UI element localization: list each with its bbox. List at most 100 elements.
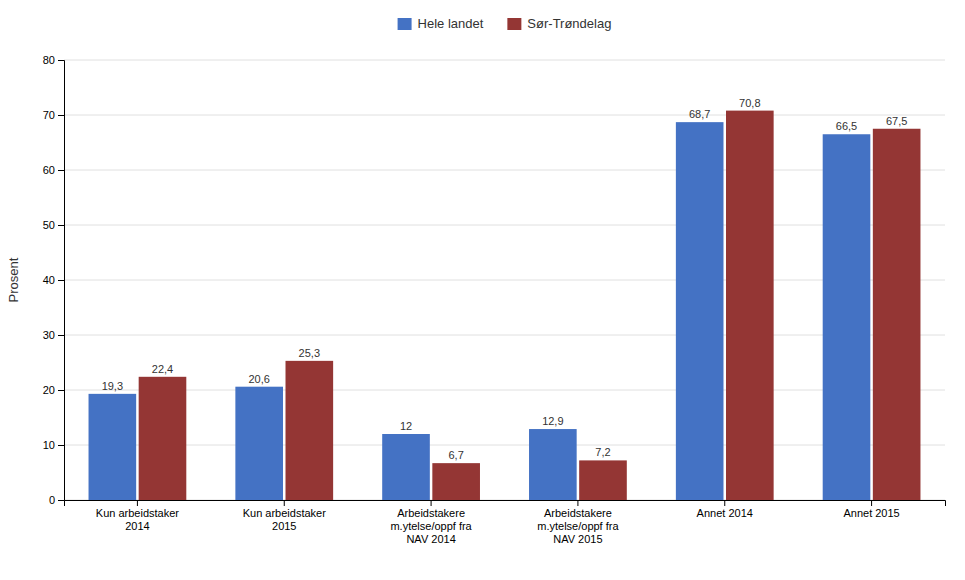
x-tick-mark (577, 500, 578, 506)
y-tick-label: 20 (43, 384, 55, 396)
data-label: 19,3 (102, 380, 123, 392)
data-labels: 19,320,61212,968,766,522,425,36,77,270,8… (102, 97, 908, 462)
legend-item: Hele landet (398, 16, 484, 31)
y-tick: 30 (43, 329, 64, 341)
y-axis-line (58, 61, 65, 501)
y-tick: 50 (43, 219, 64, 231)
grid-line (64, 445, 945, 446)
y-axis: 0 10 20 30 40 50 60 70 80 (43, 54, 65, 506)
x-tick-label-line: m.ytelse/oppf fra (537, 520, 619, 532)
x-tick-label-line: m.ytelse/oppf fra (390, 520, 472, 532)
legend-item: Sør-Trøndelag (507, 16, 611, 31)
y-tick-mark (58, 335, 64, 336)
bar (529, 429, 577, 500)
grid-line (64, 60, 945, 61)
y-tick-mark (58, 280, 64, 281)
x-tick-label-line: Arbeidstakere (397, 507, 465, 519)
x-tick-label: Kun arbeidstaker2015 (243, 507, 326, 532)
y-tick-mark (58, 390, 64, 391)
bar (823, 134, 871, 500)
grid-line (64, 225, 945, 226)
bar (726, 111, 774, 500)
y-tick-label: 60 (43, 164, 55, 176)
grid-line (64, 115, 945, 116)
x-tick-label-line: 2014 (125, 520, 149, 532)
x-axis: Kun arbeidstaker2014Kun arbeidstaker2015… (65, 500, 946, 545)
bar (89, 394, 137, 500)
data-label: 25,3 (299, 347, 320, 359)
data-label: 7,2 (595, 446, 610, 458)
bar (139, 377, 187, 500)
x-axis-line (65, 501, 946, 507)
data-label: 66,5 (836, 120, 857, 132)
x-tick-label-line: Kun arbeidstaker (243, 507, 326, 519)
x-tick-mark (871, 500, 872, 506)
data-label: 68,7 (689, 108, 710, 120)
x-tick: Annet 2014 (697, 500, 753, 519)
legend-swatch (507, 18, 521, 30)
y-tick: 80 (43, 54, 64, 66)
y-tick-label: 80 (43, 54, 55, 66)
bar (286, 361, 334, 500)
y-tick: 70 (43, 109, 64, 121)
x-tick-label: Annet 2014 (697, 507, 753, 519)
x-tick: Kun arbeidstaker2015 (243, 500, 326, 532)
y-tick: 0 (49, 494, 64, 506)
y-tick-label: 0 (49, 494, 55, 506)
y-tick: 40 (43, 274, 64, 286)
data-label: 22,4 (152, 363, 173, 375)
x-tick: Arbeidstakerem.ytelse/oppf fraNAV 2015 (537, 500, 619, 545)
y-tick-label: 30 (43, 329, 55, 341)
bar (676, 122, 724, 500)
x-tick-label-line: NAV 2015 (553, 533, 602, 545)
x-tick-mark (284, 500, 285, 506)
x-tick: Annet 2015 (843, 500, 899, 519)
bar-series (139, 111, 921, 500)
data-label: 70,8 (739, 97, 760, 109)
data-label: 67,5 (886, 115, 907, 127)
y-tick-mark (58, 115, 64, 116)
bar (235, 387, 283, 500)
y-tick: 10 (43, 439, 64, 451)
grid-line (64, 170, 945, 171)
x-tick: Arbeidstakerem.ytelse/oppf fraNAV 2014 (390, 500, 472, 545)
data-label: 20,6 (248, 373, 269, 385)
y-tick-label: 40 (43, 274, 55, 286)
bar (873, 129, 921, 500)
y-tick-label: 10 (43, 439, 55, 451)
x-tick-label: Arbeidstakerem.ytelse/oppf fraNAV 2014 (390, 507, 472, 545)
grid (64, 60, 945, 500)
y-tick-mark (58, 170, 64, 171)
grid-line (64, 390, 945, 391)
chart: 19,320,61212,968,766,522,425,36,77,270,8… (0, 0, 965, 580)
x-tick: Kun arbeidstaker2014 (96, 500, 179, 532)
x-tick-label-line: NAV 2014 (406, 533, 455, 545)
grid-line (64, 335, 945, 336)
x-tick-mark (137, 500, 138, 506)
bar (382, 434, 430, 500)
x-tick-label-line: Annet 2014 (697, 507, 753, 519)
x-tick-label: Annet 2015 (843, 507, 899, 519)
plot: 19,320,61212,968,766,522,425,36,77,270,8… (43, 54, 946, 545)
x-tick-label-line: 2015 (272, 520, 296, 532)
y-tick: 20 (43, 384, 64, 396)
x-tick-mark (431, 500, 432, 506)
legend-label: Sør-Trøndelag (527, 16, 611, 31)
x-tick-label: Arbeidstakerem.ytelse/oppf fraNAV 2015 (537, 507, 619, 545)
bars (89, 111, 921, 500)
y-tick-mark (58, 445, 64, 446)
data-label: 6,7 (449, 449, 464, 461)
data-label: 12 (400, 420, 412, 432)
legend-label: Hele landet (418, 16, 484, 31)
bar (432, 463, 480, 500)
x-tick-label-line: Kun arbeidstaker (96, 507, 179, 519)
y-tick: 60 (43, 164, 64, 176)
x-tick-label: Kun arbeidstaker2014 (96, 507, 179, 532)
y-axis-title: Prosent (6, 257, 21, 302)
legend: Hele landet Sør-Trøndelag (398, 16, 612, 31)
x-tick-label-line: Annet 2015 (843, 507, 899, 519)
y-tick-mark (58, 500, 64, 501)
bar (579, 460, 627, 500)
grid-line (64, 280, 945, 281)
y-tick-mark (58, 225, 64, 226)
